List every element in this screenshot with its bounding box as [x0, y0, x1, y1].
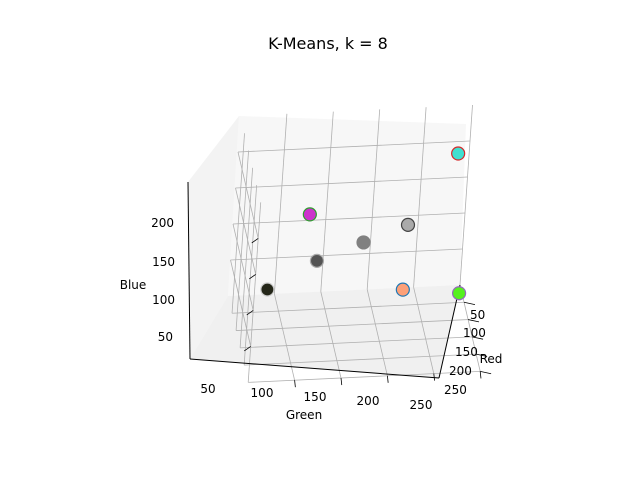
x-axis-label: Red — [480, 352, 503, 366]
tick-mark — [244, 346, 251, 352]
grid-line — [459, 284, 481, 372]
back-pane — [228, 116, 466, 296]
tick-mark — [480, 371, 492, 375]
z-tick-label: 200 — [151, 216, 174, 230]
x-axis-line — [438, 284, 461, 379]
grid-line — [274, 293, 295, 381]
grid-line — [459, 104, 473, 286]
grid-line — [232, 212, 466, 225]
tick-mark — [433, 373, 435, 381]
grid-line — [366, 109, 381, 290]
z-axis-line — [187, 181, 191, 360]
cluster-point — [451, 286, 467, 301]
y-axis-line — [189, 358, 440, 379]
tick-mark — [294, 380, 296, 388]
cluster-point — [451, 146, 466, 161]
grid-line — [366, 289, 388, 376]
tick-mark — [387, 375, 389, 383]
z-tick-label: 100 — [152, 293, 175, 307]
grid-line — [235, 176, 468, 189]
grid-line — [230, 259, 252, 347]
grid-line — [231, 133, 245, 314]
tick-mark — [479, 371, 482, 379]
grid-line — [320, 291, 342, 379]
tick-mark — [467, 319, 480, 323]
y-tick-label: 100 — [251, 386, 274, 400]
tick-mark — [246, 310, 254, 316]
floor-pane — [190, 285, 460, 378]
grid-line — [230, 248, 463, 261]
tick-mark — [472, 336, 484, 340]
cluster-point — [260, 282, 275, 297]
grid-line — [235, 187, 257, 275]
grid-line — [413, 107, 427, 288]
grid-line — [237, 151, 259, 239]
cluster-point — [395, 282, 410, 297]
grid-line — [247, 202, 262, 383]
z-tick-label: 50 — [158, 330, 173, 344]
grid-line — [232, 223, 254, 311]
z-axis-label: Blue — [120, 278, 147, 292]
grid-line — [232, 301, 465, 314]
y-axis-label: Green — [286, 408, 322, 422]
grid-line — [248, 371, 481, 383]
tick-mark — [476, 353, 488, 357]
z-tick-label: 150 — [152, 255, 175, 269]
y-tick-label: 200 — [357, 394, 380, 408]
x-tick-label: 100 — [463, 326, 486, 340]
grid-line — [244, 353, 477, 366]
grid-line — [236, 319, 469, 331]
y-tick-label: 150 — [304, 390, 327, 404]
left-pane — [188, 116, 239, 359]
cluster-point — [356, 235, 371, 250]
cluster-point — [309, 253, 325, 268]
grid-line — [239, 167, 254, 348]
tick-mark — [251, 238, 259, 244]
tick-mark — [249, 274, 256, 280]
x-tick-label: 50 — [470, 308, 485, 322]
x-tick-label: 200 — [449, 364, 472, 378]
tick-mark — [463, 301, 476, 306]
grid-line — [237, 140, 471, 153]
data-points — [260, 146, 467, 301]
grid-line — [243, 185, 258, 366]
cluster-point — [302, 207, 317, 222]
grid-line — [413, 287, 435, 374]
cluster-point — [400, 217, 416, 232]
chart-title: K-Means, k = 8 — [268, 34, 388, 53]
grid-lines — [230, 104, 481, 383]
x-tick-label: 150 — [455, 345, 478, 359]
grid-line — [235, 150, 249, 331]
x-tick-label: 250 — [444, 383, 467, 397]
y-tick-label: 250 — [410, 398, 433, 412]
tick-mark — [340, 377, 343, 386]
grid-line — [274, 113, 288, 294]
tick-marks — [244, 238, 492, 388]
grid-line — [240, 336, 473, 349]
y-tick-label: 50 — [200, 382, 215, 396]
